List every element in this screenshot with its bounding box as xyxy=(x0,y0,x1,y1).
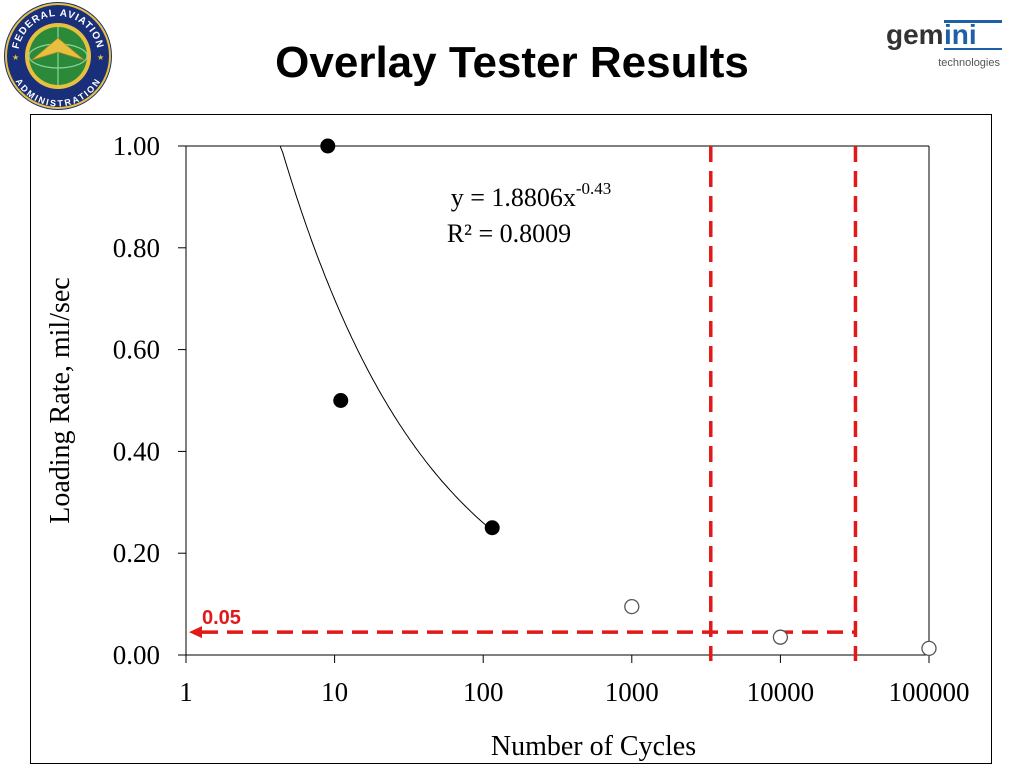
svg-text:★: ★ xyxy=(97,53,104,62)
slide-title: Overlay Tester Results xyxy=(275,38,749,87)
y-tick-label: 0.60 xyxy=(113,335,160,365)
chart-frame: 0.00 0.20 0.40 0.60 0.80 1.00 1 10 100 1000 10000 1… xyxy=(30,114,992,764)
x-axis-label: Number of Cycles xyxy=(491,731,696,762)
data-point-filled xyxy=(484,520,500,536)
trendline-equation-main: y = 1.8806x xyxy=(451,183,576,212)
svg-text:★: ★ xyxy=(12,53,19,62)
gemini-wordmark-left: gem xyxy=(886,19,944,50)
data-point-open xyxy=(772,629,789,645)
y-tick-label: 0.00 xyxy=(113,640,160,670)
x-tick-label: 100000 xyxy=(889,677,970,707)
gemini-logo-icon: gem ini technologies xyxy=(886,19,1002,69)
y-tick-label: 0.20 xyxy=(113,538,160,568)
trendline-r-squared: R² = 0.8009 xyxy=(447,219,571,248)
power-trendline xyxy=(279,145,493,531)
data-point-filled xyxy=(333,393,349,408)
trendline-equation-exponent: -0.43 xyxy=(576,179,611,198)
x-tick-label: 100 xyxy=(463,677,504,707)
y-tick-label: 0.40 xyxy=(113,436,160,466)
overlay-tester-chart: 0.00 0.20 0.40 0.60 0.80 1.00 1 10 100 1000 10000 1… xyxy=(45,131,970,762)
y-tick-label: 1.00 xyxy=(113,131,160,161)
y-axis-label: Loading Rate, mil/sec xyxy=(45,277,76,524)
gemini-tagline: technologies xyxy=(938,57,1000,69)
x-tick-label: 1000 xyxy=(605,677,659,707)
data-point-open xyxy=(921,640,937,657)
data-point-filled xyxy=(320,138,336,154)
threshold-arrowhead xyxy=(189,626,202,639)
threshold-label: 0.05 xyxy=(202,607,241,629)
faa-seal-icon: FEDERAL AVIATION ADMINISTRATION ★ ★ xyxy=(4,2,112,110)
x-tick-label: 10 xyxy=(321,677,348,707)
gemini-wordmark-right: ini xyxy=(944,19,977,50)
data-point-open xyxy=(624,598,640,615)
y-tick-label: 0.80 xyxy=(113,233,160,263)
trendline-equation: y = 1.8806x-0.43 xyxy=(451,179,612,212)
x-tick-label: 10000 xyxy=(747,677,815,707)
x-tick-label: 1 xyxy=(179,677,193,707)
